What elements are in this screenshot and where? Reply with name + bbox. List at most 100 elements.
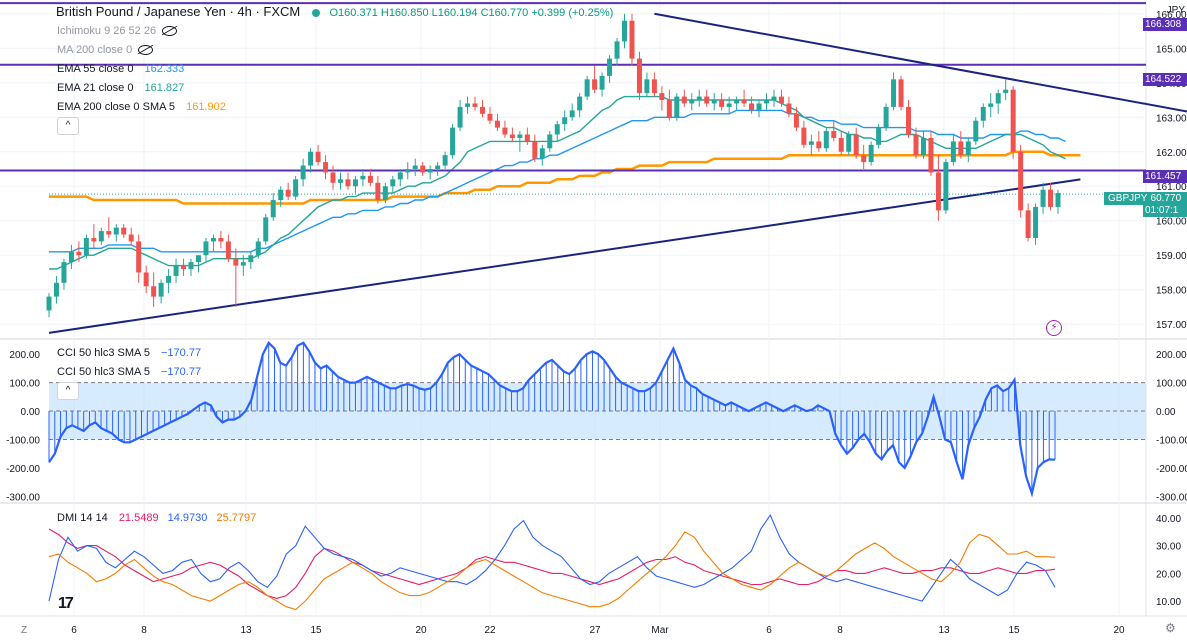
price-tick-label: 161.000 bbox=[1156, 182, 1187, 193]
time-tick-label: 20 bbox=[1113, 625, 1125, 636]
candle-body bbox=[450, 127, 456, 156]
candle-body bbox=[674, 96, 680, 118]
candle-body bbox=[435, 165, 441, 169]
candle-body bbox=[195, 255, 201, 263]
candle-body bbox=[644, 79, 650, 94]
candle-body bbox=[128, 234, 134, 242]
legend-ma200[interactable]: MA 200 close 0 bbox=[57, 42, 154, 58]
candle-body bbox=[651, 79, 657, 94]
candle-body bbox=[509, 134, 515, 138]
candle-body bbox=[726, 103, 732, 107]
time-tick-label: 27 bbox=[589, 625, 601, 636]
candle-body bbox=[920, 137, 926, 156]
candle-body bbox=[345, 179, 351, 187]
candle-body bbox=[636, 58, 642, 94]
ohlc-values: O160.371 H160.850 L160.194 C160.770 +0.3… bbox=[329, 7, 614, 19]
dmi-tick-label: 20.00 bbox=[1156, 569, 1181, 580]
candle-body bbox=[554, 124, 560, 135]
candle-body bbox=[173, 265, 179, 276]
candle-body bbox=[547, 134, 553, 149]
candle-body bbox=[995, 93, 1001, 104]
candle-body bbox=[778, 96, 784, 104]
price-tick-label: 165.000 bbox=[1156, 44, 1187, 55]
legend-cci-2-value: −170.77 bbox=[161, 366, 202, 378]
hline-top-label: 166.308 bbox=[1143, 18, 1187, 31]
candle-body bbox=[973, 120, 979, 142]
candle-body bbox=[891, 79, 897, 107]
symbol-title: British Pound / Japanese Yen · 4h · FXCM bbox=[56, 4, 301, 19]
legend-ema200[interactable]: EMA 200 close 0 SMA 5 161.902 bbox=[57, 99, 226, 115]
candle-body bbox=[487, 113, 493, 121]
candle-body bbox=[1040, 189, 1046, 207]
candle-body bbox=[741, 100, 747, 104]
legend-cci-1[interactable]: CCI 50 hlc3 SMA 5 −170.77 bbox=[57, 345, 201, 361]
candle-body bbox=[233, 258, 239, 266]
candle-body bbox=[158, 282, 164, 297]
legend-cci-1-value: −170.77 bbox=[161, 347, 202, 359]
hidden-eye-icon[interactable] bbox=[138, 45, 154, 56]
candle-body bbox=[494, 120, 500, 128]
collapse-legend-button[interactable]: ^ bbox=[57, 117, 79, 135]
dmi-minus-line bbox=[48, 513, 1056, 602]
candle-body bbox=[622, 20, 628, 42]
candle-body bbox=[113, 227, 119, 235]
cci-tick-label: 0.00 bbox=[1156, 407, 1176, 418]
candle-body bbox=[121, 227, 127, 235]
price-tick-label: 159.000 bbox=[1156, 251, 1187, 262]
legend-ema200-label: EMA 200 close 0 SMA 5 bbox=[57, 101, 176, 113]
market-open-icon bbox=[311, 8, 320, 17]
legend-dmi[interactable]: DMI 14 14 21.5489 14.9730 25.7797 bbox=[57, 510, 256, 526]
cci-tick-label: -200.00 bbox=[1156, 464, 1187, 475]
candle-body bbox=[181, 265, 187, 270]
legend-ema55[interactable]: EMA 55 close 0 162.333 bbox=[57, 61, 184, 77]
candle-body bbox=[831, 131, 837, 138]
hidden-eye-icon[interactable] bbox=[162, 26, 178, 37]
legend-ichimoku-label: Ichimoku 9 26 52 26 bbox=[57, 25, 157, 37]
dmi-tick-label: 30.00 bbox=[1156, 542, 1181, 553]
cci-tick-label: 200.00 bbox=[1156, 350, 1187, 361]
candle-body bbox=[816, 141, 822, 149]
candle-body bbox=[719, 100, 725, 107]
candle-body bbox=[569, 110, 575, 118]
candle-body bbox=[375, 182, 381, 201]
legend-dmi-label: DMI 14 14 bbox=[57, 512, 108, 524]
candle-body bbox=[278, 189, 284, 201]
timezone-button[interactable]: Z bbox=[21, 625, 28, 636]
candle-body bbox=[465, 103, 471, 107]
cci-tick-label-left: 200.00 bbox=[9, 350, 40, 361]
symbol-header: British Pound / Japanese Yen · 4h · FXCM… bbox=[56, 4, 613, 19]
cci-tick-label: -100.00 bbox=[1156, 435, 1187, 446]
candle-body bbox=[592, 79, 598, 90]
candle-body bbox=[846, 134, 852, 152]
hline-mid-label: 164.522 bbox=[1143, 73, 1187, 86]
candle-body bbox=[203, 241, 209, 256]
candle-body bbox=[83, 237, 89, 256]
candle-body bbox=[801, 127, 807, 145]
time-tick-label: 22 bbox=[484, 625, 496, 636]
legend-cci-2[interactable]: CCI 50 hlc3 SMA 5 −170.77 bbox=[57, 364, 201, 380]
candle-body bbox=[539, 148, 545, 159]
candle-body bbox=[106, 231, 112, 235]
dmi-tick-label: 10.00 bbox=[1156, 597, 1181, 608]
candle-body bbox=[412, 165, 418, 169]
cci-tick-label-left: 0.00 bbox=[21, 407, 41, 418]
dmi-tick-label: 40.00 bbox=[1156, 514, 1181, 525]
candle-body bbox=[868, 144, 874, 163]
tradingview-logo[interactable]: 17 bbox=[58, 595, 74, 612]
collapse-cci-legend-button[interactable]: ^ bbox=[57, 382, 79, 400]
candle-body bbox=[352, 179, 358, 187]
candle-body bbox=[711, 100, 717, 104]
candle-body bbox=[46, 296, 52, 311]
legend-ichimoku[interactable]: Ichimoku 9 26 52 26 bbox=[57, 23, 178, 39]
candle-body bbox=[255, 241, 261, 256]
legend-dmi-plus: 21.5489 bbox=[118, 512, 159, 524]
candle-body bbox=[1003, 89, 1009, 94]
candle-body bbox=[1018, 151, 1024, 211]
candle-body bbox=[323, 162, 329, 173]
legend-ema21[interactable]: EMA 21 close 0 161.827 bbox=[57, 80, 184, 96]
candle-body bbox=[225, 241, 231, 259]
candle-body bbox=[382, 186, 388, 201]
settings-gear-icon[interactable]: ⚙ bbox=[1165, 621, 1176, 635]
lightning-icon[interactable]: ⚡ bbox=[1046, 320, 1062, 336]
